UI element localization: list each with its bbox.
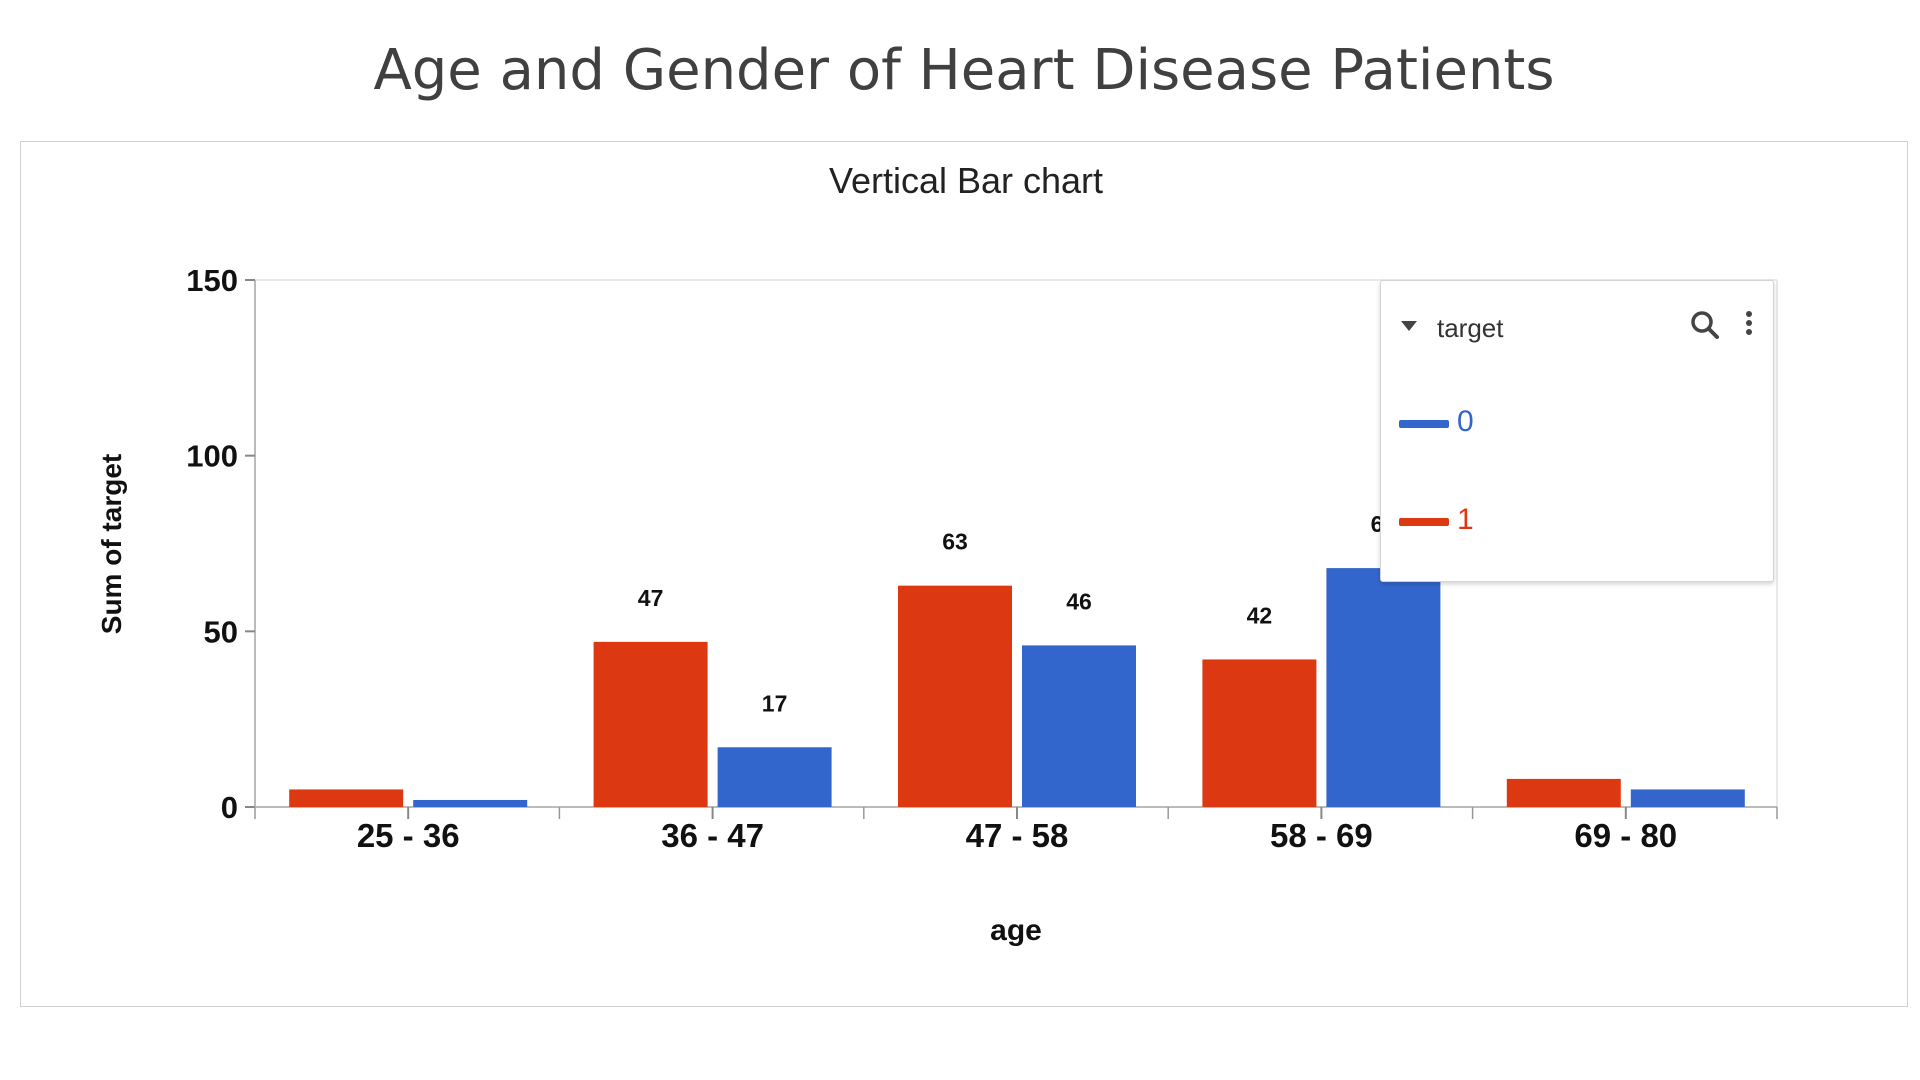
x-tick-label: 58 - 69 xyxy=(1270,817,1373,854)
bar-0-3 xyxy=(1326,568,1441,807)
page-title: Age and Gender of Heart Disease Patients xyxy=(373,38,1555,103)
legend-header: target xyxy=(1381,307,1773,347)
data-label: 47 xyxy=(638,585,664,611)
data-label: 17 xyxy=(762,690,788,716)
legend-panel: target 0 1 xyxy=(1380,280,1774,582)
bar-1-1 xyxy=(593,641,708,807)
y-tick-label: 50 xyxy=(204,614,238,649)
y-axis-title: Sum of target xyxy=(96,454,127,634)
x-tick-label: 47 - 58 xyxy=(966,817,1069,854)
legend-label-0: 0 xyxy=(1457,405,1474,438)
y-tick-label: 100 xyxy=(186,439,238,474)
more-vertical-icon[interactable] xyxy=(1743,309,1755,341)
legend-swatch-0 xyxy=(1399,420,1449,428)
bar-0-2 xyxy=(1022,645,1136,807)
bar-1-2 xyxy=(898,585,1012,807)
x-tick-label: 36 - 47 xyxy=(661,817,764,854)
caret-down-icon[interactable] xyxy=(1401,321,1417,331)
bar-0-0 xyxy=(413,799,528,807)
legend-swatch-1 xyxy=(1399,518,1449,526)
search-icon[interactable] xyxy=(1689,309,1721,341)
data-label: 42 xyxy=(1247,602,1273,628)
data-label: 46 xyxy=(1066,588,1092,614)
legend-title: target xyxy=(1437,313,1504,343)
bar-1-4 xyxy=(1506,778,1621,807)
bar-1-0 xyxy=(289,789,404,807)
y-tick-label: 150 xyxy=(186,263,238,298)
chart-title: Vertical Bar chart xyxy=(829,160,1103,201)
bar-0-4 xyxy=(1630,789,1745,807)
x-tick-label: 69 - 80 xyxy=(1574,817,1677,854)
legend-label-1: 1 xyxy=(1457,503,1474,536)
bar-1-3 xyxy=(1202,659,1317,807)
data-label: 63 xyxy=(942,529,968,555)
y-tick-label: 0 xyxy=(221,790,238,825)
x-axis-title: age xyxy=(990,914,1042,947)
bar-0-1 xyxy=(717,747,832,807)
x-tick-label: 25 - 36 xyxy=(357,817,460,854)
